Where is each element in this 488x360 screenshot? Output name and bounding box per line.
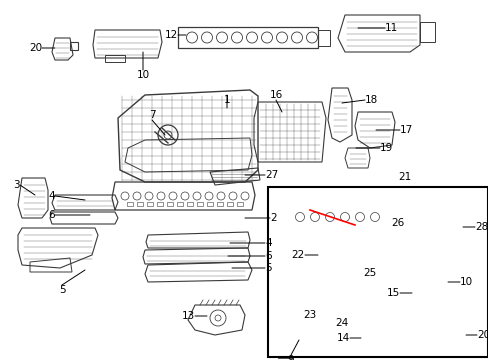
Bar	[177, 202, 183, 206]
Text: 17: 17	[399, 125, 412, 135]
Text: 24: 24	[335, 318, 348, 328]
Text: 23: 23	[303, 310, 316, 320]
Text: 12: 12	[164, 30, 178, 40]
Text: 20: 20	[476, 330, 488, 340]
Text: 16: 16	[269, 90, 282, 100]
Text: 27: 27	[264, 170, 278, 180]
Text: 1: 1	[223, 95, 230, 105]
Text: 13: 13	[182, 311, 195, 321]
Text: 21: 21	[398, 172, 411, 182]
Bar	[127, 202, 133, 206]
Text: 14: 14	[336, 333, 349, 343]
Bar	[267, 187, 487, 357]
Text: 11: 11	[384, 23, 397, 33]
Text: 22: 22	[291, 250, 305, 260]
Text: 20: 20	[29, 43, 42, 53]
Text: 3: 3	[13, 180, 20, 190]
Text: 19: 19	[379, 143, 392, 153]
Text: 9: 9	[287, 355, 294, 360]
Text: 18: 18	[364, 95, 378, 105]
Bar	[197, 202, 203, 206]
Text: 25: 25	[363, 268, 376, 278]
Text: 6: 6	[48, 210, 55, 220]
Text: 10: 10	[136, 70, 149, 80]
Text: 28: 28	[474, 222, 487, 232]
Bar	[217, 202, 223, 206]
Text: 7: 7	[148, 110, 155, 120]
Bar	[206, 202, 213, 206]
Text: 4: 4	[264, 238, 271, 248]
Bar	[147, 202, 153, 206]
Text: 15: 15	[386, 288, 399, 298]
Text: 5: 5	[59, 285, 65, 295]
Bar	[186, 202, 193, 206]
Bar	[157, 202, 163, 206]
Bar	[226, 202, 232, 206]
Bar	[137, 202, 142, 206]
Text: 6: 6	[264, 251, 271, 261]
Text: 4: 4	[48, 191, 55, 201]
Text: 2: 2	[269, 213, 276, 223]
Text: 10: 10	[459, 277, 472, 287]
Bar	[167, 202, 173, 206]
Text: 5: 5	[264, 263, 271, 273]
Bar	[237, 202, 243, 206]
Text: 26: 26	[390, 218, 404, 228]
